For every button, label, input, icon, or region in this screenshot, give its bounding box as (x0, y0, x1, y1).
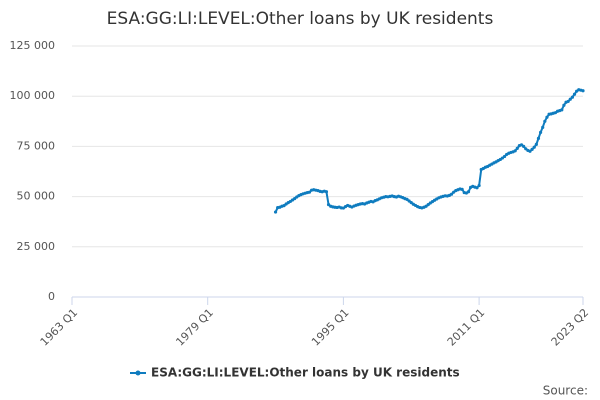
y-tick-label: 50 000 (17, 190, 56, 203)
series-line (274, 88, 584, 213)
data-point (538, 130, 543, 134)
data-point (566, 99, 570, 104)
y-tick-label: 75 000 (17, 139, 56, 152)
data-point (572, 92, 577, 96)
data-point (522, 144, 526, 148)
data-point (502, 154, 507, 159)
legend-marker (135, 370, 141, 376)
x-tick-label: 1979 Q1 (173, 306, 216, 349)
data-point (543, 119, 547, 123)
data-point (449, 192, 454, 196)
data-point (477, 183, 481, 188)
data-point (515, 146, 519, 151)
data-point (532, 145, 536, 149)
data-point (568, 97, 572, 101)
data-point (307, 190, 312, 194)
y-tick-label: 25 000 (17, 240, 56, 253)
data-point (466, 190, 471, 194)
data-point (460, 187, 464, 191)
y-tick-label: 0 (48, 290, 55, 303)
data-point (534, 142, 538, 146)
x-tick-label: 1963 Q1 (38, 306, 81, 349)
x-tick-label: 2023 Q2 (549, 306, 592, 349)
data-point (581, 89, 585, 93)
data-point (273, 210, 278, 214)
data-point (513, 149, 517, 153)
data-point (562, 103, 566, 107)
data-point (541, 125, 545, 129)
data-point (570, 95, 574, 99)
x-tick-label: 1995 Q1 (309, 306, 352, 349)
x-tick-label: 2011 Q1 (445, 306, 488, 349)
data-point (475, 186, 479, 190)
legend-label: ESA:GG:LI:LEVEL:Other loans by UK reside… (151, 366, 460, 380)
y-tick-label: 100 000 (10, 89, 56, 102)
data-point (560, 108, 564, 112)
data-point (545, 115, 549, 119)
source: Source: (543, 384, 588, 398)
data-point (530, 147, 534, 152)
y-tick-label: 125 000 (10, 39, 56, 52)
data-point (324, 190, 329, 194)
data-point (528, 149, 532, 153)
chart-title: ESA:GG:LI:LEVEL:Other loans by UK reside… (107, 9, 494, 29)
data-point (536, 136, 541, 140)
